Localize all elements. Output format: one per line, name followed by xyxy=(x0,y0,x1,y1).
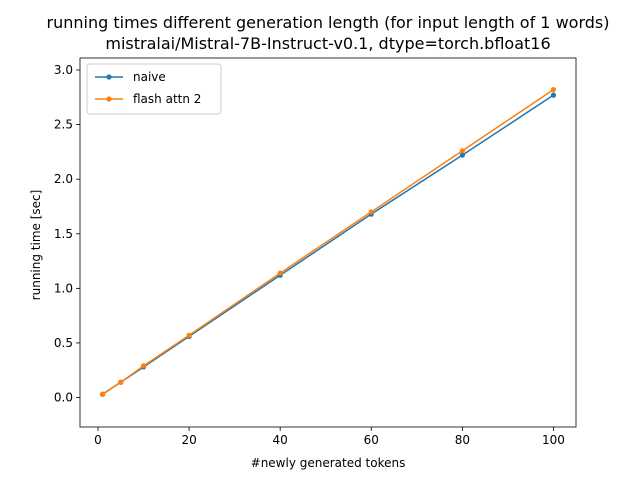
x-tick-label: 0 xyxy=(94,433,102,447)
series-line-1 xyxy=(102,89,554,395)
legend-label-0: naive xyxy=(133,70,166,84)
x-tick-label: 80 xyxy=(455,433,470,447)
plot-area: 0 20 40 60 80 100 0.0 0.5 1.0 1.5 2.0 2.5 3.0 xyxy=(54,57,577,447)
data-point xyxy=(277,270,283,276)
y-tick-label: 1.0 xyxy=(54,281,73,295)
legend-marker-0 xyxy=(106,74,112,80)
y-tick-label: 3.0 xyxy=(54,63,73,77)
x-tick-label: 100 xyxy=(542,433,565,447)
data-point xyxy=(550,92,557,98)
data-point xyxy=(140,363,147,369)
data-point xyxy=(99,391,106,397)
data-point xyxy=(186,332,192,338)
x-tick-label: 20 xyxy=(181,433,196,447)
legend: naive flash attn 2 xyxy=(86,63,222,115)
data-point xyxy=(550,87,557,93)
data-point xyxy=(118,379,124,385)
y-tick-label: 1.5 xyxy=(54,227,73,241)
axes-frame xyxy=(79,57,577,428)
x-tick-label: 60 xyxy=(364,433,379,447)
legend-marker-1 xyxy=(106,96,112,102)
y-axis-label: running time [sec] xyxy=(29,190,43,301)
data-point xyxy=(459,148,465,154)
y-tick-label: 2.5 xyxy=(54,118,73,132)
chart-subtitle: mistralai/Mistral-7B-Instruct-v0.1, dtyp… xyxy=(105,34,550,53)
data-point xyxy=(459,152,465,158)
y-tick-label: 0.0 xyxy=(54,391,73,405)
y-tick-label: 0.5 xyxy=(54,336,73,350)
data-point xyxy=(368,209,374,215)
x-tick-label: 40 xyxy=(273,433,288,447)
x-axis-label: #newly generated tokens xyxy=(251,456,406,470)
y-tick-label: 2.0 xyxy=(54,172,73,186)
legend-label-1: flash attn 2 xyxy=(133,92,201,106)
chart-title: running times different generation lengt… xyxy=(47,13,610,32)
